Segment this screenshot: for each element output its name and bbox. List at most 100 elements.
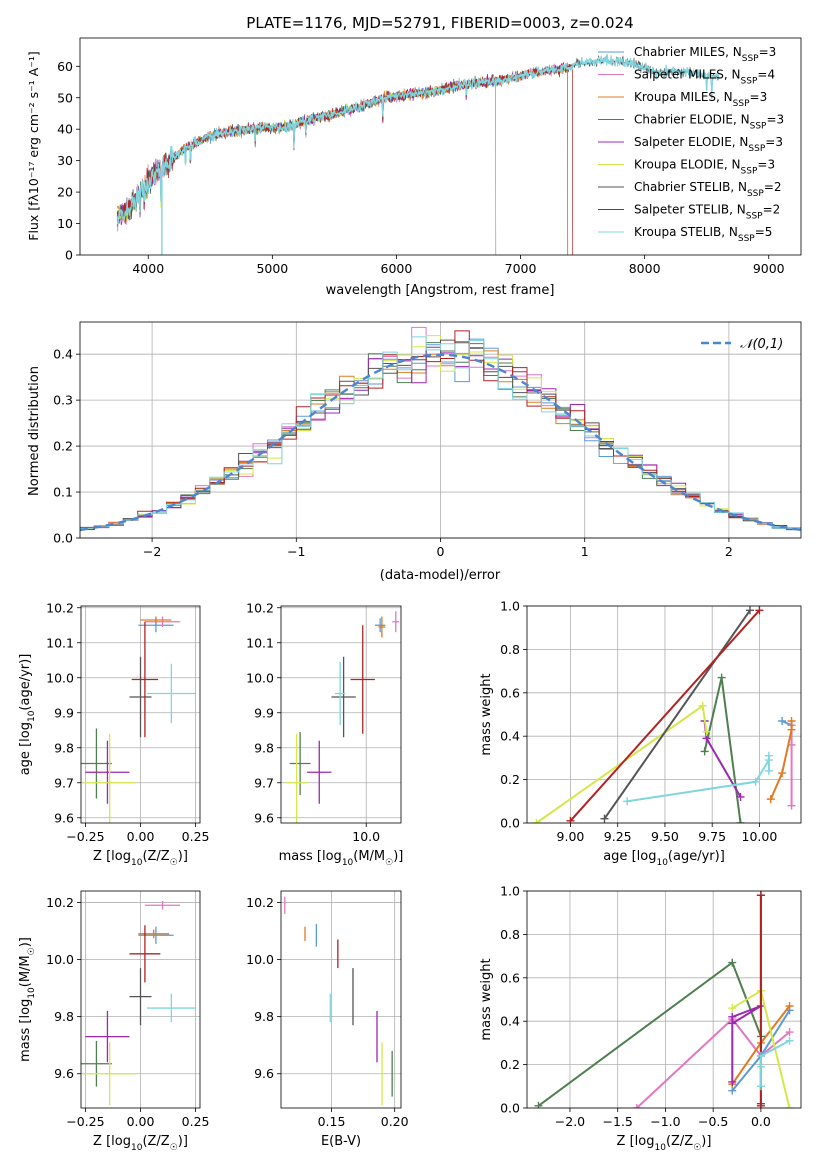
legend-label-part: SSP	[741, 167, 758, 177]
y-tick-label: 10.1	[246, 635, 274, 650]
x-label: mass [log10(M/M☉)]	[279, 849, 404, 868]
weight-marker	[728, 958, 737, 967]
x-tick-label: −0.25	[66, 1114, 104, 1129]
x-label-part: 10	[656, 858, 668, 868]
axes-frame	[79, 321, 802, 539]
weight-marker	[785, 1002, 794, 1011]
x-tick-label: 7000	[505, 261, 537, 276]
y-label: mass weight	[479, 673, 494, 755]
y-tick-label: 10.0	[46, 952, 74, 967]
x-tick-label: 10.00	[742, 829, 778, 844]
x-label-part: Z [log	[93, 1134, 131, 1149]
x-label-part: 10	[654, 1143, 666, 1153]
weight-marker	[751, 777, 760, 786]
histogram-step	[80, 336, 801, 532]
legend-label-part: Kroupa MILES, N	[634, 90, 733, 104]
errorbar-point	[144, 616, 181, 627]
x-tick-label: −1.0	[650, 1114, 680, 1129]
errorbar-point	[334, 662, 346, 725]
y-tick-label: 1.0	[500, 599, 520, 614]
y-tick-label: 9.8	[254, 1009, 274, 1024]
weight-marker	[766, 795, 775, 804]
z-age-panel: −0.25 0.00 0.25 9.6 9.7 9.8 9.9 10.0 10.1 10.2 Z […	[18, 600, 210, 868]
legend-label-part: SSP	[746, 212, 763, 222]
errorbar-point	[129, 925, 161, 983]
legend-label: Salpeter STELIB, NSSP=2	[634, 203, 780, 222]
errorbar-point	[85, 1010, 130, 1063]
weight-marker	[756, 1101, 765, 1108]
legend-label-part: SSP	[738, 234, 755, 244]
y-tick-label: 0.8	[500, 642, 520, 657]
x-label-part: 10	[342, 858, 354, 868]
y-tick-label: 0.4	[500, 1014, 520, 1029]
weight-marker	[623, 797, 632, 806]
x-label-part: (age/yr)]	[668, 849, 725, 864]
x-tick-label: 9.75	[698, 829, 726, 844]
y-tick-label: 10.2	[246, 600, 274, 615]
legend-label-part: Chabrier MILES, N	[634, 45, 742, 59]
errorbar-point	[147, 993, 196, 1023]
spectrum-line	[116, 75, 497, 255]
weight-marker	[756, 1062, 765, 1071]
y-tick-label: 60	[57, 59, 73, 74]
legend-label-part: SSP	[748, 144, 765, 154]
x-tick-label: 8000	[629, 261, 661, 276]
weight-marker	[787, 725, 796, 734]
y-label: age [log10(age/yr)]	[18, 654, 37, 776]
legend-label: Kroupa ELODIE, NSSP=3	[634, 158, 775, 177]
y-tick-label: 9.6	[254, 1066, 274, 1081]
spectrum-y-label: Flux [fλ10⁻¹⁷ erg cm⁻² s⁻¹ A⁻¹]	[26, 51, 41, 240]
weight-marker	[632, 1104, 641, 1108]
mass-age-panel: 10.0 9.6 9.7 9.8 9.9 10.0 10.1 10.2 mass [log10(…	[246, 600, 403, 868]
errorbar-point	[131, 621, 159, 738]
y-tick-label: 10	[57, 216, 73, 231]
x-tick-label: 0	[437, 544, 445, 559]
x-label-part: ☉	[170, 1143, 178, 1153]
legend-label-part: SSP	[742, 54, 759, 64]
y-tick-label: 9.8	[254, 740, 274, 755]
y-tick-label: 30	[57, 153, 73, 168]
weight-line	[731, 1005, 762, 1082]
y-tick-label: 9.8	[54, 740, 74, 755]
x-label-part: (Z/Z	[142, 1134, 169, 1149]
x-tick-label: 6000	[381, 261, 413, 276]
weight-marker	[785, 1036, 794, 1045]
weight-marker	[700, 747, 709, 756]
errorbar-point	[350, 625, 375, 734]
legend-label-part: SSP	[733, 99, 750, 109]
errorbar-point	[81, 728, 112, 799]
y-tick-label: 0.6	[500, 970, 520, 985]
x-label-part: (M/M	[353, 849, 385, 864]
spectrum-panel: PLATE=1176, MJD=52791, FIBERID=0003, z=0…	[26, 14, 802, 298]
y-tick-label: 9.6	[254, 810, 274, 825]
y-tick-label: 0.4	[53, 347, 73, 362]
weight-marker	[755, 606, 764, 615]
legend-label-part: =5	[755, 225, 773, 239]
errorbar-point	[129, 968, 152, 1026]
y-tick-label: 9.6	[54, 810, 74, 825]
x-tick-label: 9000	[753, 261, 785, 276]
weight-line	[636, 1017, 791, 1108]
legend-label-part: Kroupa STELIB, N	[634, 225, 738, 239]
weight-marker	[756, 1051, 765, 1060]
x-label: Z [log10(Z/Z☉)]	[93, 849, 188, 868]
axes-frame	[526, 605, 802, 824]
x-label-part: )]	[178, 1134, 188, 1149]
axes-frame	[80, 605, 201, 824]
x-tick-label: 0.0	[751, 1114, 771, 1129]
y-tick-label: 0.0	[53, 531, 73, 546]
legend-label-part: =3	[757, 158, 775, 172]
ebv-mass-panel: 0.15 0.20 9.6 9.8 10.0 10.2 E(B-V)	[246, 890, 409, 1149]
x-tick-label: −1	[287, 544, 305, 559]
legend-label-part: Kroupa ELODIE, N	[634, 158, 741, 172]
x-label-part: (Z/Z	[142, 849, 169, 864]
x-tick-label: 0.15	[318, 1114, 346, 1129]
y-label: mass [log10(M/M☉)]	[18, 937, 37, 1062]
weight-line	[769, 721, 793, 800]
weight-marker	[785, 1028, 794, 1037]
y-label-part: ☉	[27, 947, 37, 955]
y-tick-label: 1.0	[500, 884, 520, 899]
x-tick-label: −0.25	[66, 829, 104, 844]
weight-marker	[787, 801, 796, 810]
y-tick-label: 0.3	[53, 393, 73, 408]
